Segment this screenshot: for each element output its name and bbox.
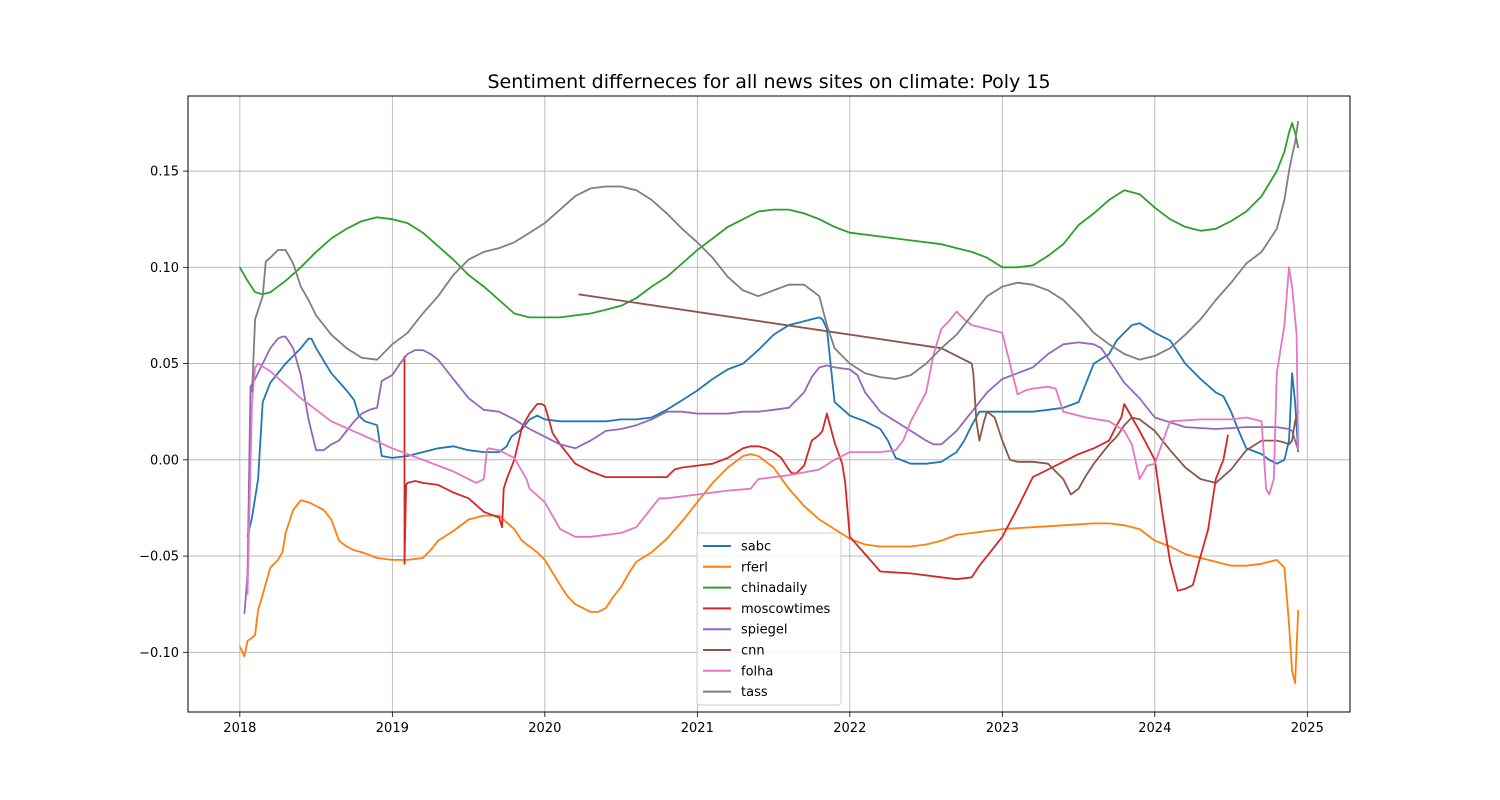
legend-label-sabc: sabc <box>741 540 771 555</box>
y-tick-label: 0.00 <box>150 453 179 468</box>
x-tick-label: 2021 <box>681 721 714 736</box>
x-tick-label: 2025 <box>1291 721 1324 736</box>
x-tick-label: 2018 <box>223 721 256 736</box>
y-tick-label: −0.10 <box>139 646 179 661</box>
series-lines <box>238 120 1300 684</box>
legend-label-chinadaily: chinadaily <box>741 581 808 596</box>
x-axis: 2018 2019 2020 2021 2022 2023 2024 2025 <box>223 712 1324 736</box>
legend-label-cnn: cnn <box>741 644 765 659</box>
y-axis: −0.10 −0.05 0.00 0.05 0.10 0.15 <box>139 165 188 661</box>
legend: sabc rferl chinadaily moscowtimes spiegel cnn… <box>696 532 842 706</box>
plot-frame <box>187 95 1351 713</box>
series-line-spiegel <box>243 335 1300 614</box>
legend-box <box>696 532 842 706</box>
series-line-cnn <box>578 293 1300 496</box>
legend-label-folha: folha <box>741 664 773 679</box>
y-tick-label: 0.15 <box>150 165 179 180</box>
chart-title: Sentiment differneces for all news sites… <box>487 71 1050 93</box>
x-tick-label: 2020 <box>528 721 561 736</box>
x-tick-label: 2024 <box>1138 721 1171 736</box>
x-tick-label: 2019 <box>376 721 409 736</box>
legend-label-rferl: rferl <box>741 560 768 575</box>
legend-label-spiegel: spiegel <box>741 623 788 638</box>
series-line-chinadaily <box>239 122 1300 319</box>
legend-label-tass: tass <box>741 685 768 700</box>
x-tick-label: 2022 <box>833 721 866 736</box>
legend-label-moscowtimes: moscowtimes <box>741 602 830 617</box>
series-line-sabc <box>246 316 1300 538</box>
y-tick-label: −0.05 <box>139 550 179 565</box>
x-tick-label: 2023 <box>986 721 1019 736</box>
y-tick-label: 0.10 <box>150 261 179 276</box>
y-tick-label: 0.05 <box>150 357 179 372</box>
series-line-folha <box>246 266 1300 595</box>
series-line-rferl <box>238 453 1300 684</box>
series-line-tass <box>251 120 1300 393</box>
